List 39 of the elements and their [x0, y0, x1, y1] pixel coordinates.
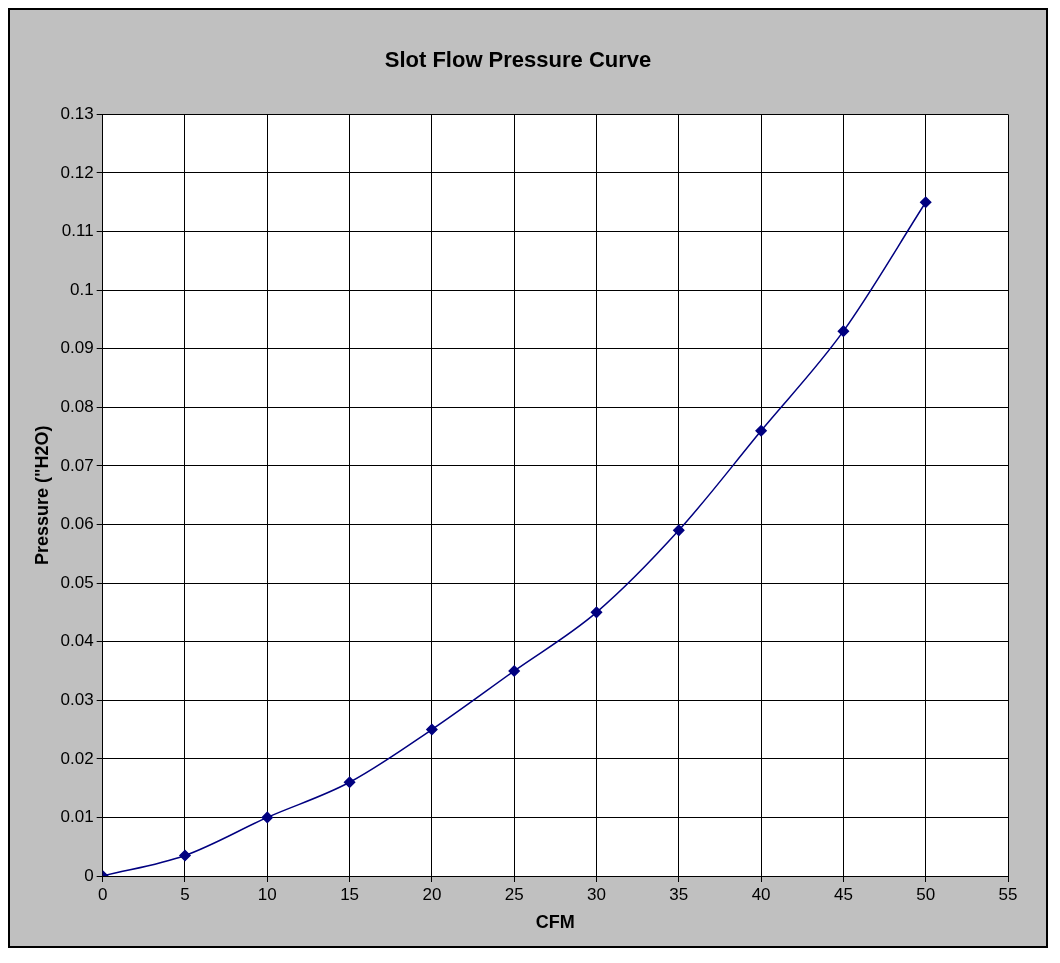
point — [261, 811, 274, 824]
x-tick-label: 55 — [998, 884, 1018, 904]
x-tick-label: 30 — [587, 884, 606, 904]
x-tick-label: 10 — [257, 884, 277, 904]
y-tick-label: 0.05 — [60, 572, 94, 592]
x-tick-label: 20 — [422, 884, 442, 904]
point — [837, 325, 850, 337]
y-tick-label: 0.12 — [60, 162, 94, 182]
point — [673, 524, 685, 537]
y-tick-label: 0 — [84, 865, 94, 885]
y-tick-label: 0.08 — [60, 397, 94, 417]
x-tick-label: 15 — [340, 884, 360, 904]
chart-title: Slot Flow Pressure Curve — [384, 47, 652, 73]
x-tick-label: 5 — [180, 884, 190, 904]
y-tick-label: 0.01 — [60, 807, 94, 827]
point — [426, 723, 438, 736]
y-axis-title: Pressure ("H2O) — [31, 425, 52, 565]
y-tick-label: 0.03 — [60, 689, 94, 709]
y-tick-label: 0.13 — [60, 104, 94, 124]
point — [179, 849, 191, 862]
y-tick-label: 0.02 — [60, 748, 94, 768]
y-tick-label: 0.11 — [61, 221, 94, 241]
y-tick-label: 0.1 — [70, 279, 94, 299]
y-tick-label: 0.09 — [60, 338, 94, 358]
x-tick-label: 25 — [504, 884, 524, 904]
x-tick-label: 45 — [833, 884, 853, 904]
x-tick-label: 40 — [751, 884, 771, 904]
x-axis-title: CFM — [535, 912, 575, 933]
y-tick-label: 0.07 — [60, 455, 94, 475]
y-tick-label: 0.04 — [60, 631, 94, 651]
x-tick-label: 50 — [916, 884, 936, 904]
point — [919, 196, 932, 209]
point — [343, 776, 356, 789]
point — [590, 606, 603, 619]
y-tick-label: 0.06 — [60, 514, 94, 534]
point — [755, 425, 767, 437]
x-tick-label: 35 — [669, 884, 689, 904]
point — [508, 665, 520, 677]
x-tick-label: 0 — [97, 884, 108, 904]
